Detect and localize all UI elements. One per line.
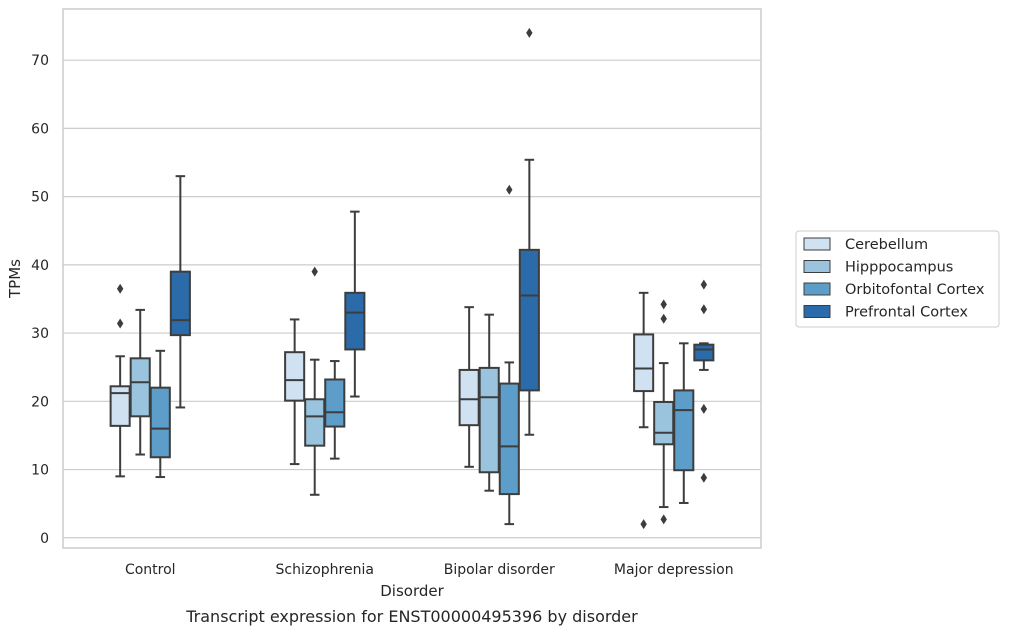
box-iqr: [673, 389, 695, 472]
x-tick-labels: Control Schizophrenia Bipolar disorder Majo…: [125, 562, 734, 578]
box-2-1: [478, 313, 500, 492]
outlier-point: [660, 299, 667, 310]
outlier-point: [311, 266, 318, 277]
box-iqr: [129, 357, 151, 418]
box-3-2: [673, 342, 695, 504]
outlier-point: [700, 304, 708, 315]
box-1-3: [344, 210, 366, 398]
legend: Cerebellum Hipppocampus Orbitofontal Corte…: [795, 230, 1000, 328]
y-tick-label: 40: [31, 258, 49, 274]
x-tick-label: Bipolar disorder: [444, 562, 555, 578]
box-iqr: [478, 366, 500, 474]
box-iqr: [284, 351, 306, 402]
outlier-point: [700, 472, 708, 483]
chart-caption: Transcript expression for ENST0000049539…: [185, 607, 638, 626]
legend-label: Cerebellum: [845, 237, 928, 253]
box-iqr: [653, 400, 675, 446]
y-tick-label: 10: [31, 463, 49, 479]
box-2-3: [518, 27, 540, 436]
box-3-3: [693, 279, 715, 483]
box-1-0: [284, 318, 306, 466]
box-3-1: [653, 299, 675, 525]
outlier-point: [660, 313, 667, 324]
y-tick-label: 30: [31, 326, 49, 342]
box-iqr: [344, 291, 366, 351]
box-0-2: [149, 349, 171, 479]
y-tick-label: 20: [31, 394, 49, 410]
outlier-point: [526, 27, 533, 38]
outlier-point: [640, 519, 647, 530]
x-tick-label: Schizophrenia: [276, 562, 374, 578]
box-iqr: [458, 368, 480, 427]
outlier-point: [506, 184, 513, 195]
x-axis-title: Disorder: [380, 582, 444, 600]
box-iqr: [518, 248, 540, 392]
x-tick-label: Major depression: [614, 562, 734, 578]
legend-label: Orbitofontal Cortex: [845, 282, 985, 298]
box-1-2: [324, 360, 346, 460]
box-iqr: [304, 398, 326, 447]
outlier-point: [116, 318, 124, 329]
outlier-point: [660, 514, 667, 525]
legend-swatch: [803, 237, 831, 251]
box-1-1: [304, 266, 326, 496]
box-3-0: [633, 291, 655, 530]
plot-frame: [62, 8, 762, 549]
y-tick-labels: 0 10 20 30 40 50 60 70: [31, 53, 49, 547]
outlier-point: [700, 403, 708, 414]
legend-frame: [795, 230, 1000, 328]
box-iqr: [633, 333, 655, 393]
y-tick-label: 70: [31, 53, 49, 69]
legend-swatch: [803, 260, 831, 273]
legend-swatch: [803, 305, 831, 318]
outlier-point: [116, 283, 124, 294]
box-iqr: [324, 378, 346, 428]
box-iqr: [169, 270, 191, 337]
y-tick-label: 50: [31, 190, 49, 206]
plot-boxes: [109, 27, 715, 530]
legend-label: Prefrontal Cortex: [845, 305, 968, 321]
box-iqr: [109, 385, 131, 427]
x-tick-label: Control: [125, 562, 176, 578]
legend-swatch: [803, 282, 831, 296]
box-0-0: [109, 283, 131, 478]
box-iqr: [498, 382, 520, 496]
legend-label: Hipppocampus: [845, 260, 953, 276]
y-tick-label: 60: [31, 121, 49, 137]
box-0-1: [129, 308, 151, 456]
outlier-point: [700, 279, 708, 290]
box-iqr: [693, 343, 715, 362]
box-2-2: [498, 184, 520, 526]
grid-lines: [63, 59, 761, 539]
box-0-3: [169, 175, 191, 409]
box-iqr: [149, 386, 171, 459]
box-2-0: [458, 306, 480, 468]
y-axis-title: TPMs: [6, 259, 24, 299]
y-tick-label: 0: [40, 531, 49, 547]
